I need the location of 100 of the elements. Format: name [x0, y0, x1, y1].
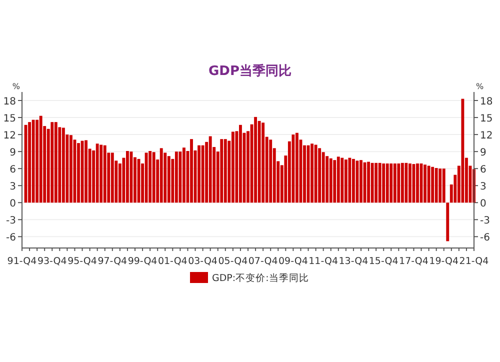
bar — [427, 166, 430, 203]
bar — [39, 116, 42, 203]
x-tick-label: 13-Q4 — [338, 256, 368, 267]
bar — [393, 163, 396, 203]
y-tick-label: 15 — [3, 114, 16, 125]
bar — [352, 158, 355, 203]
bar — [262, 122, 265, 203]
bar — [333, 160, 336, 203]
bar — [434, 168, 438, 203]
bar — [100, 144, 103, 203]
y2-tick-label: 3 — [480, 182, 486, 193]
bar — [292, 134, 295, 203]
x-tick-label: 21-Q4 — [459, 256, 489, 267]
x-tick-label: 17-Q4 — [399, 256, 428, 267]
y2-tick-label: 6 — [480, 164, 486, 176]
bar — [318, 148, 322, 203]
bar — [404, 162, 408, 203]
x-tick-label: 03-Q4 — [188, 256, 218, 267]
x-tick-label: 11-Q4 — [308, 256, 338, 267]
bar — [96, 144, 99, 203]
bar — [198, 145, 200, 203]
bar — [408, 163, 412, 203]
bar — [167, 156, 170, 203]
bar — [310, 144, 314, 203]
bar — [36, 120, 39, 203]
bar — [367, 162, 370, 203]
bar — [103, 145, 106, 203]
bar — [32, 120, 35, 203]
bar — [322, 152, 325, 203]
x-tick-label: 93-Q4 — [37, 256, 67, 267]
bar — [220, 139, 224, 203]
bar — [178, 152, 182, 203]
bar — [231, 132, 234, 203]
x-tick-label: 09-Q4 — [278, 256, 308, 267]
bar — [77, 143, 80, 203]
bar — [54, 122, 58, 203]
bar — [416, 163, 419, 203]
bar — [190, 139, 193, 203]
bar — [174, 152, 178, 203]
y-tick-label: 0 — [10, 198, 16, 210]
bar — [386, 163, 389, 203]
bar — [442, 168, 446, 203]
bar — [340, 158, 344, 203]
bar — [370, 162, 374, 203]
bar — [269, 140, 272, 203]
y-axis-title: % — [12, 82, 20, 91]
bar — [374, 162, 378, 203]
bar — [344, 160, 348, 203]
bar — [329, 158, 332, 203]
bar — [160, 148, 163, 203]
x-tick-label: 95-Q4 — [68, 256, 97, 267]
y-tick-label: -3 — [6, 216, 16, 227]
y-tick-label: 9 — [10, 148, 16, 159]
bar — [461, 98, 464, 203]
y2-tick-label: -3 — [480, 216, 490, 227]
bar — [70, 135, 72, 203]
x-tick-label: 05-Q4 — [218, 256, 248, 267]
x-tick-label: 97-Q4 — [98, 256, 128, 267]
bar — [28, 122, 31, 203]
bar — [400, 162, 404, 203]
bar — [424, 164, 426, 203]
x-tick-label: 91-Q4 — [7, 256, 37, 267]
bar — [360, 160, 362, 203]
x-tick-label: 01-Q4 — [158, 256, 188, 267]
bar — [208, 136, 212, 203]
bar — [62, 128, 65, 203]
y2-axis-title: % — [476, 82, 484, 91]
bar — [126, 150, 129, 203]
y-tick-label: 12 — [3, 130, 16, 142]
y2-tick-label: 15 — [480, 114, 493, 125]
bar — [239, 124, 242, 203]
bar — [152, 152, 156, 203]
y2-tick-label: -6 — [480, 232, 490, 244]
x-tick-label: 15-Q4 — [368, 256, 398, 267]
bar — [390, 163, 393, 203]
bar — [314, 144, 318, 203]
bar — [382, 163, 386, 203]
bar — [446, 202, 450, 242]
bar — [84, 140, 88, 203]
x-tick-label: 19-Q4 — [429, 256, 459, 267]
legend-label: GDP:不变价:当季同比 — [212, 272, 309, 284]
y2-tick-label: 12 — [480, 130, 493, 142]
y-tick-label: 6 — [10, 164, 16, 176]
y2-tick-label: 18 — [480, 96, 493, 108]
x-tick-label: 07-Q4 — [248, 256, 278, 267]
bar — [254, 116, 257, 203]
bar — [110, 152, 114, 203]
y2-tick-label: 0 — [480, 198, 486, 210]
y-tick-label: 18 — [3, 96, 16, 108]
bar — [148, 150, 152, 203]
bar — [224, 139, 227, 203]
bar — [438, 168, 442, 203]
x-tick-label: 99-Q4 — [128, 256, 158, 267]
y-tick-label: 3 — [10, 182, 16, 193]
y-tick-label: -6 — [6, 232, 16, 244]
bar — [326, 156, 329, 203]
bar — [201, 145, 204, 203]
bar — [50, 122, 54, 203]
chart-title: GDP当季同比 — [208, 63, 292, 79]
bar — [182, 148, 186, 203]
